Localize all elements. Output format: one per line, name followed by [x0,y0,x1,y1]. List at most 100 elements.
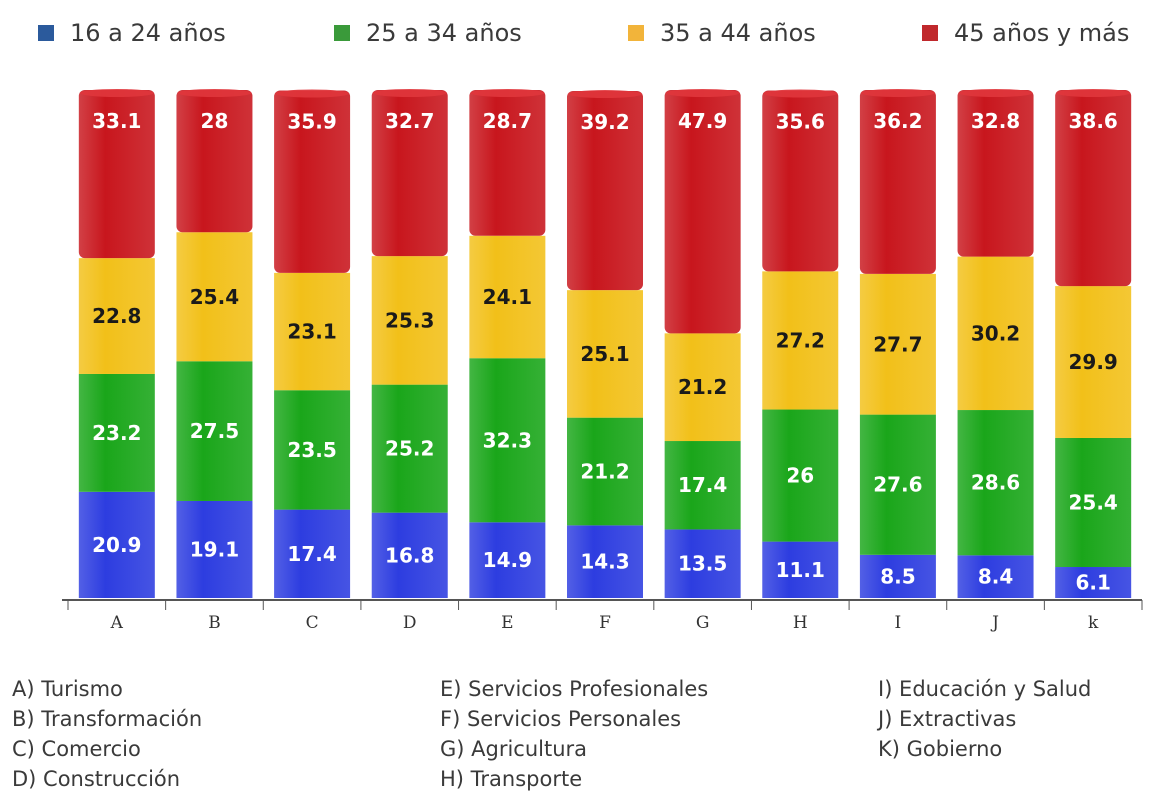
bar-cap-b [177,89,252,97]
data-label-e-3: 28.7 [483,109,532,133]
bar-segment-f-1 [567,417,643,526]
bar-segment-i-2 [859,273,936,415]
x-tick-label-i: I [895,613,902,633]
bar-segment-c-2 [274,272,351,391]
data-label-f-1: 21.2 [580,460,629,484]
legend-label-35-44: 35 a 44 años [660,19,816,47]
bar-segment-e-1 [469,358,546,523]
bar-segment-j-2 [957,256,1034,411]
bar-stack-k: 6.1 25.4 29.9 38.6 [1055,89,1132,598]
bar-segment-g-1 [664,441,741,530]
data-label-h-3: 35.6 [776,110,825,134]
legend-swatch-45-plus [922,25,938,41]
bar-segment-e-2 [469,235,546,359]
key-item-d: D) Construcción [12,767,181,791]
bar-cap-k [1056,89,1131,97]
stacked-bar-chart: 20.9 23.2 22.8 33.1 A 19.1 27.5 25.4 28 B 17.4 23.5… [62,89,1143,633]
data-label-k-1: 25.4 [1069,490,1118,514]
bar-segment-b-3 [176,90,253,233]
bar-segment-h-2 [762,271,839,410]
data-label-f-3: 39.2 [580,110,629,134]
key-item-a: A) Turismo [12,677,123,701]
data-label-h-1: 26 [786,464,814,488]
bar-segment-f-0 [567,525,643,598]
data-label-d-2: 25.3 [385,308,434,332]
bar-segment-g-2 [664,333,741,442]
legend-item-25-34: 25 a 34 años [334,16,522,50]
data-label-k-3: 38.6 [1069,109,1118,133]
data-label-j-0: 8.4 [978,565,1013,589]
bar-segment-b-1 [176,361,253,501]
bar-segment-f-2 [567,290,643,418]
bar-segment-g-3 [664,90,741,334]
bar-segment-i-0 [859,554,936,598]
chart-legend: 16 a 24 años 25 a 34 años 35 a 44 años 4… [0,0,1162,70]
data-label-j-1: 28.6 [971,471,1020,495]
bar-stack-i: 8.5 27.6 27.7 36.2 [859,89,936,598]
bar-cap-d [372,89,447,97]
key-item-h: H) Transporte [440,767,583,791]
data-label-b-3: 28 [201,109,229,133]
data-label-b-1: 27.5 [190,419,239,443]
legend-swatch-16-24 [38,25,54,41]
bar-cap-e [470,89,545,97]
data-label-b-2: 25.4 [190,285,239,309]
category-key-column-2: E) Servicios Profesionales F) Servicios … [440,674,708,794]
legend-item-45-plus: 45 años y más [922,16,1129,50]
bar-segment-c-3 [274,90,351,273]
key-item-i: I) Educación y Salud [878,677,1092,701]
legend-item-35-44: 35 a 44 años [628,16,816,50]
data-label-k-0: 6.1 [1075,571,1110,595]
bar-stack-h: 11.1 26 27.2 35.6 [762,89,839,598]
category-key: A) Turismo B) Transformación C) Comercio… [0,660,1162,804]
bar-segment-j-0 [957,555,1034,598]
legend-item-16-24: 16 a 24 años [38,16,226,50]
key-item-e: E) Servicios Profesionales [440,677,709,701]
bar-segment-d-0 [371,512,448,598]
bar-cap-h [763,89,838,98]
key-item-g: G) Agricultura [440,737,588,761]
x-tick-label-d: D [403,613,417,633]
data-label-c-1: 23.5 [287,438,336,462]
bar-segment-d-1 [371,384,448,513]
data-label-i-0: 8.5 [880,564,915,588]
data-label-f-2: 25.1 [580,342,629,366]
legend-swatch-35-44 [628,25,644,41]
data-label-g-2: 21.2 [678,375,727,399]
data-label-a-2: 22.8 [92,304,141,328]
data-label-c-2: 23.1 [287,320,336,344]
legend-label-16-24: 16 a 24 años [70,19,226,47]
bar-segment-a-0 [78,491,155,598]
bar-segment-k-0 [1055,567,1132,598]
x-tick-label-f: F [599,613,611,633]
bar-segment-f-3 [567,91,643,291]
data-label-e-1: 32.3 [483,428,532,452]
x-tick-label-b: B [208,613,221,633]
bar-segment-h-3 [762,90,839,272]
category-key-column-1: A) Turismo B) Transformación C) Comercio… [12,674,202,794]
data-label-d-0: 16.8 [385,543,434,567]
bar-cap-j [958,89,1033,97]
data-label-j-2: 30.2 [971,321,1020,345]
bar-stack-g: 13.5 17.4 21.2 47.9 [664,89,741,598]
bar-segment-k-1 [1055,437,1132,568]
bar-segment-e-0 [469,522,546,598]
bar-segment-k-3 [1055,90,1132,287]
bar-segment-i-1 [859,414,936,555]
data-label-d-3: 32.7 [385,109,434,133]
data-label-d-1: 25.2 [385,437,434,461]
data-label-e-2: 24.1 [483,285,532,309]
data-label-f-0: 14.3 [580,550,629,574]
bar-segment-d-3 [371,90,448,257]
bar-segment-c-0 [274,509,351,598]
data-label-e-0: 14.9 [483,548,532,572]
legend-swatch-25-34 [334,25,350,41]
bar-stack-f: 14.3 21.2 25.1 39.2 [567,90,643,598]
key-item-f: F) Servicios Personales [440,707,682,731]
bar-segment-a-2 [78,258,155,374]
legend-label-45-plus: 45 años y más [954,19,1130,47]
category-key-column-3: I) Educación y Salud J) Extractivas K) G… [878,674,1091,764]
bar-stack-d: 16.8 25.2 25.3 32.7 [371,89,448,598]
data-label-c-3: 35.9 [287,110,336,134]
bar-segment-d-2 [371,256,448,385]
